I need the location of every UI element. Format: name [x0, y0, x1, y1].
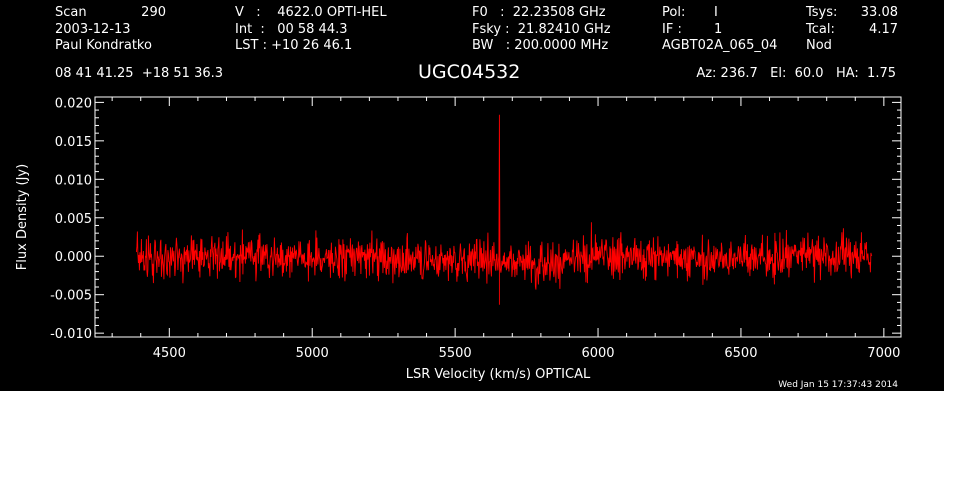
lst-info: LST : +10 26 46.1 [235, 38, 353, 53]
plot-panel: Scan 290 2003-12-13 Paul Kondratko V : 4… [0, 0, 944, 391]
scan-label: Scan [55, 5, 87, 20]
tcal-value: 4.17 [869, 22, 898, 37]
spectrum-chart: 4500 5000 5500 6000 6500 7000 -0.010 -0.005 0.00… [15, 96, 902, 382]
rest-frequency: F0 : 22.23508 GHz [472, 5, 606, 20]
y-tick-label: -0.005 [50, 289, 92, 304]
x-tick-label: 5000 [296, 346, 329, 361]
spectrum-series-line [135, 114, 873, 305]
timestamp: Wed Jan 15 17:37:43 2014 [778, 380, 898, 390]
pol-value: I [714, 5, 718, 20]
if-label: IF : [662, 22, 682, 37]
if-value: 1 [714, 22, 723, 37]
source-coordinates: 08 41 41.25 +18 51 36.3 [55, 66, 224, 81]
tsys-value: 33.08 [860, 5, 898, 20]
y-tick-label: 0.015 [55, 135, 92, 150]
y-tick-label: 0.010 [55, 173, 92, 188]
x-tick-label: 7000 [867, 346, 900, 361]
y-tick-label: 0.005 [55, 212, 92, 227]
velocity-info: V : 4622.0 OPTI-HEL [235, 5, 387, 20]
observing-mode: Nod [806, 38, 832, 53]
az-el-ha: Az: 236.7 El: 60.0 HA: 1.75 [696, 66, 896, 81]
source-title: UGC04532 [418, 61, 521, 83]
x-tick-label: 5500 [439, 346, 472, 361]
y-tick-label: 0.020 [55, 96, 92, 111]
y-tick-label: 0.000 [55, 250, 92, 265]
x-tick-label: 6500 [724, 346, 757, 361]
observer-name: Paul Kondratko [55, 38, 152, 53]
x-tick-label: 6000 [581, 346, 614, 361]
x-axis-label: LSR Velocity (km/s) OPTICAL [406, 367, 591, 382]
bandwidth: BW : 200.0000 MHz [472, 38, 609, 53]
obs-date: 2003-12-13 [55, 22, 131, 37]
integration-time: Int : 00 58 44.3 [235, 22, 348, 37]
tcal-label: Tcal: [806, 22, 835, 37]
y-axis-label: Flux Density (Jy) [15, 164, 30, 270]
pol-label: Pol: [662, 5, 686, 20]
sky-frequency: Fsky : 21.82410 GHz [472, 22, 611, 37]
plot-frame [94, 96, 902, 338]
x-tick-label: 4500 [153, 346, 186, 361]
project-id: AGBT02A_065_04 [662, 38, 778, 53]
y-tick-label: -0.010 [50, 327, 92, 342]
tsys-label: Tsys: [806, 5, 838, 20]
scan-value: 290 [141, 5, 166, 20]
